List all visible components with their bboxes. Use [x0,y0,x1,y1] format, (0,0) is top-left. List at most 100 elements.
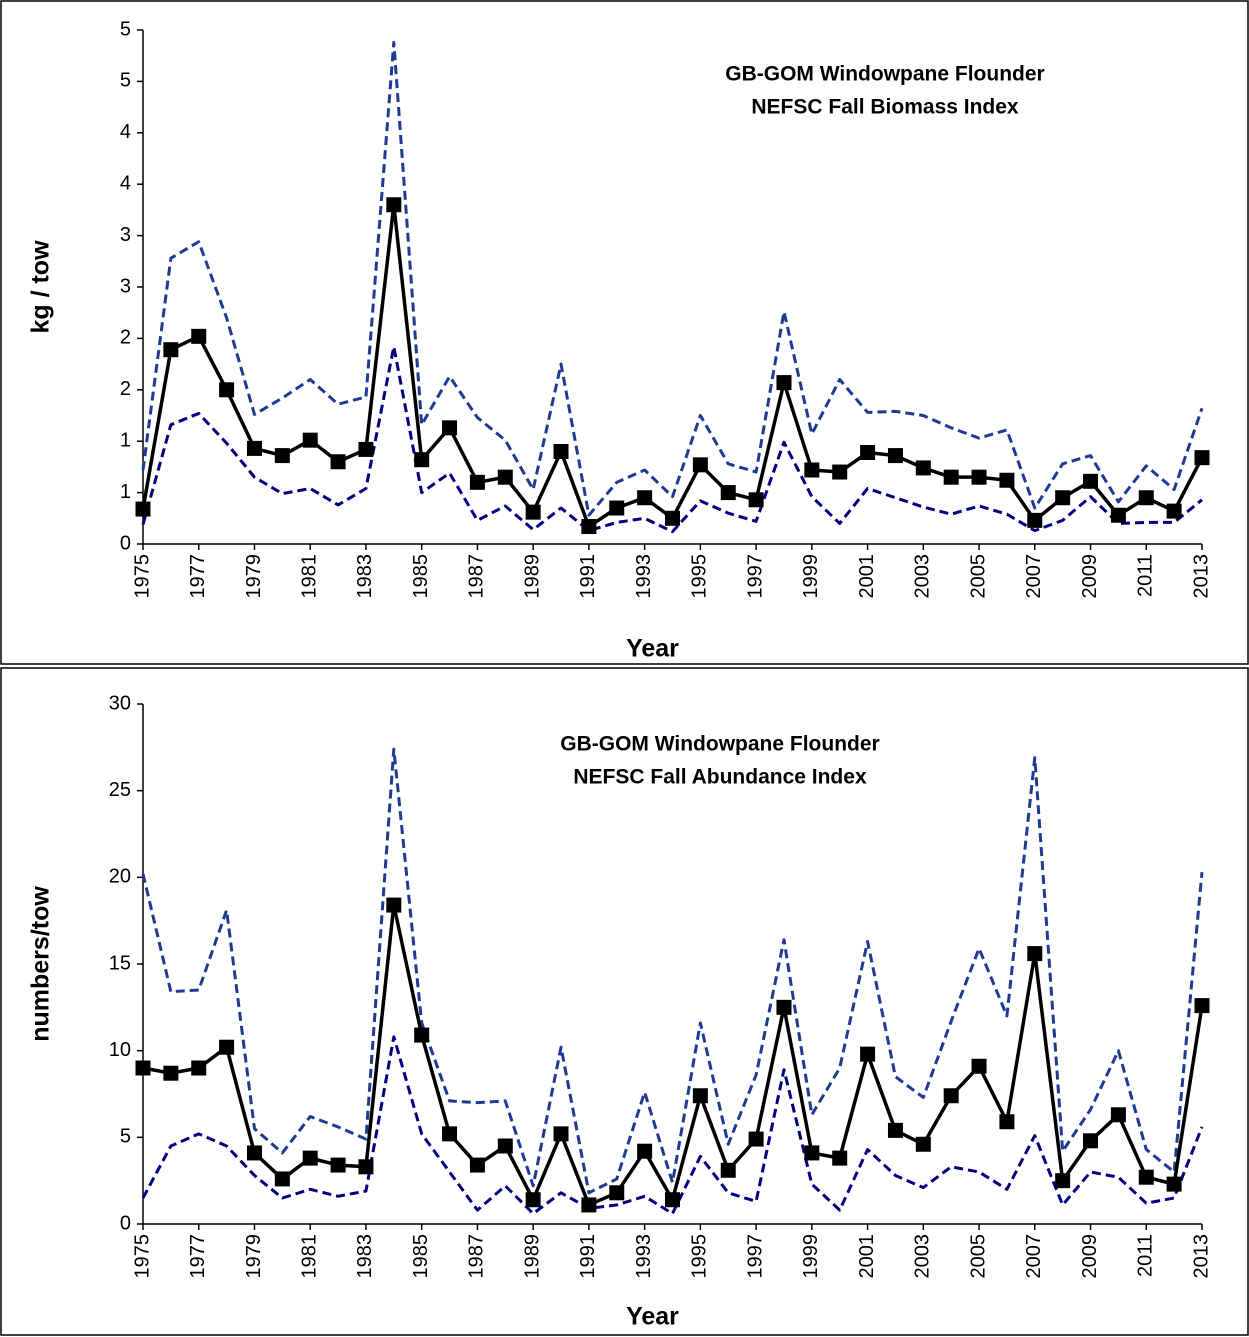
y-tick-label: 30 [109,692,131,714]
x-tick-label: 1975 [131,1234,153,1279]
x-tick-label: 2013 [1190,1234,1212,1279]
data-marker [1138,490,1154,506]
data-marker [943,469,959,485]
data-marker [637,490,653,506]
x-tick-label: 2011 [1135,1234,1157,1277]
data-marker [553,1126,569,1142]
x-tick-label: 2003 [912,1234,934,1279]
y-tick-label: 2 [120,327,131,349]
y-tick-label: 5 [120,1126,131,1148]
data-marker [776,999,792,1015]
data-marker [776,375,792,391]
series-line [141,203,1204,529]
data-marker [246,1145,262,1161]
x-tick-label: 2003 [912,554,934,599]
x-tick-label: 1997 [744,1234,766,1279]
data-marker [971,469,987,485]
x-tick-label: 1989 [521,554,543,599]
x-tick-label: 1983 [354,1234,376,1279]
data-marker [1166,503,1182,519]
data-marker [274,1171,290,1187]
data-marker [219,1039,235,1055]
data-marker [915,1136,931,1152]
data-marker [1166,1176,1182,1192]
x-tick-label: 1977 [187,1234,209,1279]
x-tick-label: 1997 [744,554,766,599]
data-marker [442,420,458,436]
y-tick-label: 1 [120,481,131,503]
data-marker [1194,998,1210,1014]
x-tick-label: 1999 [800,1234,822,1279]
chart-frame [0,0,1249,665]
data-marker [414,452,430,468]
x-tick-label: 1975 [131,554,153,599]
data-marker [665,510,680,526]
chart-frame [0,667,1249,1336]
x-tick-label: 1995 [689,1234,711,1279]
y-tick-label: 3 [120,275,131,297]
data-marker [1110,1107,1126,1123]
x-tick-label: 2005 [967,1234,989,1279]
y-tick-label: 1 [120,429,131,451]
data-marker [971,1058,987,1074]
data-marker [163,1065,179,1081]
data-marker [999,1114,1015,1130]
data-marker [302,1150,318,1166]
y-tick-label: 4 [120,121,131,143]
data-marker [330,1157,346,1173]
data-marker [330,454,346,470]
data-marker [386,197,402,213]
data-marker [274,448,290,464]
data-marker [469,474,485,490]
x-tick-label: 1993 [633,1234,655,1279]
y-tick-label: 2 [120,378,131,400]
x-tick-label: 1991 [577,1234,599,1279]
y-tick-label: 3 [120,224,131,246]
data-marker [497,1138,513,1154]
data-marker [358,441,374,457]
x-tick-label: 1987 [466,1234,488,1279]
x-tick-label: 1993 [633,554,655,599]
data-marker [609,500,625,516]
x-tick-label: 2011 [1135,554,1157,597]
x-tick-label: 2005 [967,554,989,599]
x-tick-label: 2001 [856,554,878,599]
data-marker [135,501,151,517]
data-marker [637,1143,653,1159]
data-marker [163,342,179,358]
data-marker [692,457,708,473]
x-tick-label: 1999 [800,554,822,599]
x-tick-label: 1991 [577,554,599,599]
data-marker [748,1131,764,1147]
x-tick-label: 1983 [354,554,376,599]
y-tick-label: 0 [120,532,131,554]
x-tick-label: 2013 [1190,554,1212,599]
data-marker [358,1159,374,1175]
data-marker [1055,1173,1071,1189]
series-line [141,40,1204,517]
data-marker [804,462,820,478]
x-tick-label: 1995 [689,554,711,599]
y-axis-title: numbers/tow [27,886,55,1042]
data-marker [442,1126,458,1142]
data-marker [191,1060,207,1076]
chart-subtitle: NEFSC Fall Abundance Index [573,766,867,789]
data-marker [525,504,541,520]
x-tick-label: 1981 [298,1234,320,1279]
data-marker [804,1145,820,1161]
y-tick-label: 10 [109,1039,131,1061]
x-tick-label: 1981 [298,554,320,599]
data-marker [748,492,764,508]
series-line [141,345,1203,534]
data-marker [246,440,262,456]
y-tick-label: 4 [120,172,131,194]
x-tick-label: 2009 [1079,554,1101,599]
data-marker [1083,473,1099,489]
data-marker [915,460,931,476]
x-tick-label: 1989 [521,1234,543,1279]
x-axis-title: Year [626,635,679,663]
data-marker [1027,512,1043,528]
data-marker [1138,1169,1154,1185]
data-marker [832,464,848,480]
